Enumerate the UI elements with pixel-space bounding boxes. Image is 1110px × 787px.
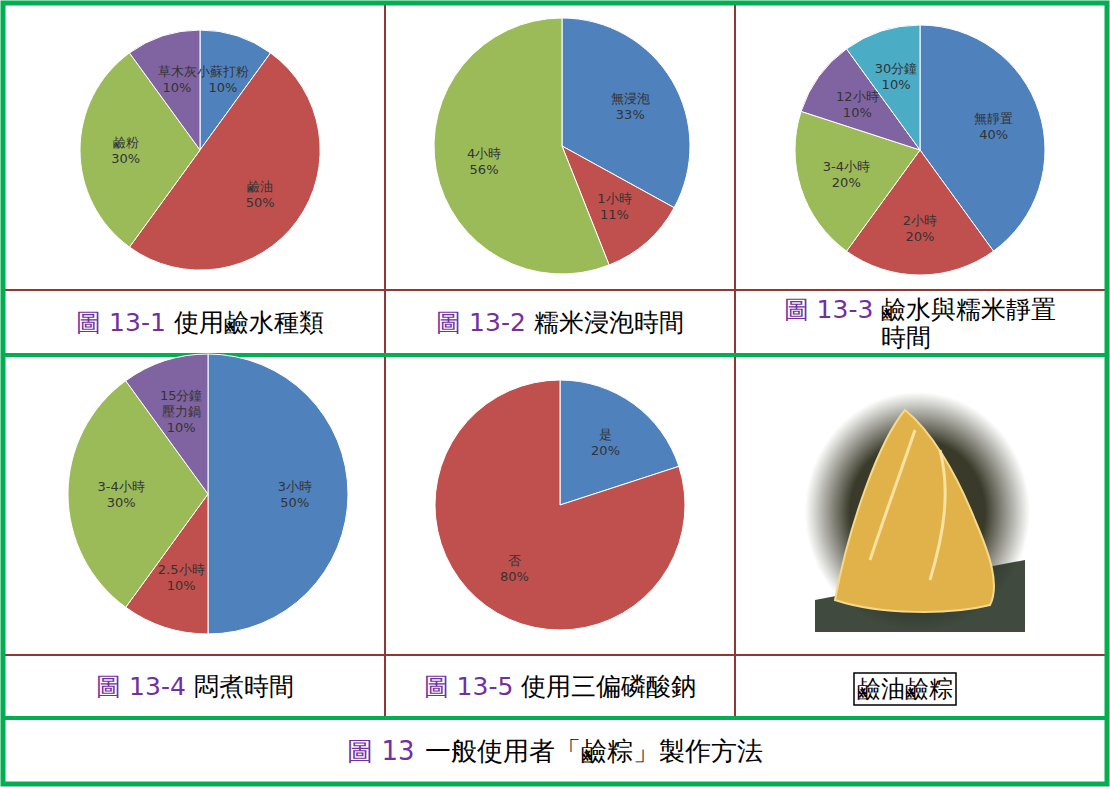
figure: 小蘇打粉10%鹼油50%鹼粉30%草木灰10%圖 13-1使用鹼水種類無浸泡33… — [0, 0, 1110, 787]
pie-chart: 是20% 否80% — [435, 380, 685, 630]
slice-label: 15分鐘壓力鍋 — [160, 388, 203, 419]
photo-caption: 鹼油鹼粽 — [857, 675, 953, 703]
caption-title-line: 時間 — [881, 323, 931, 352]
slice-label: 否 — [508, 553, 521, 568]
caption-title: 鹼水與糯米靜置 — [881, 295, 1056, 324]
caption-title: 悶煮時間 — [194, 672, 294, 701]
pie-slice — [68, 381, 208, 608]
pie-chart: 無靜置40%2小時20%3-4小時20%12小時10%30分鐘10% — [795, 25, 1045, 275]
caption-title: 使用鹼水種類 — [174, 308, 324, 337]
pie-slice — [208, 354, 348, 634]
figure-number: 圖 13-1 — [76, 308, 166, 337]
slice-label: 3小時 — [278, 479, 312, 494]
data-labels: 無浸泡33% 1小時11% 4小時56% — [467, 91, 650, 222]
pie-slice — [847, 25, 920, 150]
figure-number: 圖 13-3 — [784, 295, 874, 324]
slice-value: 80% — [500, 569, 529, 584]
slices — [80, 30, 320, 270]
slice-label: 4小時 — [467, 146, 501, 161]
photo-dumpling — [835, 410, 994, 612]
photo-highlight — [870, 430, 945, 580]
slices — [68, 354, 348, 634]
slice-label: 30分鐘 — [875, 61, 918, 76]
caption: 圖 13-5使用三偏磷酸鈉 — [424, 672, 697, 701]
cell-divider — [4, 289, 1106, 291]
pie-slice — [126, 354, 208, 494]
slice-value: 11% — [600, 207, 629, 222]
row-divider — [4, 716, 1106, 720]
figure-number: 圖 13-5 — [424, 672, 514, 701]
caption: 圖 13-3鹼水與糯米靜置 — [784, 295, 1057, 324]
slice-value: 20% — [906, 229, 935, 244]
cell-divider — [734, 4, 736, 718]
slice-value: 10% — [167, 578, 196, 593]
caption: 圖 13-1 使用鹼水種類 — [76, 308, 324, 337]
slice-value: 50% — [280, 495, 309, 510]
caption: 圖 13-2 糯米浸泡時間 — [436, 308, 684, 337]
pie-slice — [80, 53, 200, 247]
slice-label: 2.5小時 — [158, 562, 205, 577]
caption-title: 使用三偏磷酸鈉 — [521, 672, 696, 701]
pie-chart: 小蘇打粉10%鹼油50%鹼粉30%草木灰10% — [80, 30, 320, 270]
slice-value: 33% — [616, 107, 645, 122]
figure-caption: 圖 13 一般使用者「鹼粽」製作方法 — [347, 736, 762, 766]
pie-slice — [435, 380, 685, 630]
slice-label: 無靜置 — [974, 111, 1013, 126]
slice-value: 50% — [246, 195, 275, 210]
pie-chart: 3小時50%2.5小時10%3-4小時30%15分鐘壓力鍋10% — [68, 354, 348, 634]
slices — [434, 18, 690, 274]
slice-value: 30% — [111, 151, 140, 166]
pie-chart: 無浸泡33% 1小時11% 4小時56% — [434, 18, 690, 274]
figure-number: 圖 13-2 — [436, 308, 526, 337]
data-labels: 無靜置40%2小時20%3-4小時20%12小時10%30分鐘10% — [823, 61, 1014, 243]
slice-value: 20% — [832, 175, 861, 190]
slice-value: 30% — [107, 495, 136, 510]
slice-label: 是 — [599, 427, 612, 442]
figure-title: 一般使用者「鹼粽」製作方法 — [425, 736, 763, 766]
photo-caption-box — [854, 673, 956, 705]
slice-label: 1小時 — [597, 191, 631, 206]
slice-value: 56% — [470, 162, 499, 177]
slice-label: 小蘇打粉 — [197, 64, 249, 79]
cell-divider — [4, 654, 1106, 656]
slice-label: 2小時 — [903, 213, 937, 228]
photo-background — [805, 392, 1030, 632]
photo — [805, 392, 1030, 632]
slice-label: 鹼油 — [247, 179, 273, 194]
cell-divider — [384, 4, 386, 718]
slice-value: 40% — [979, 127, 1008, 142]
slice-label: 3-4小時 — [98, 479, 145, 494]
data-labels: 小蘇打粉10%鹼油50%鹼粉30%草木灰10% — [111, 64, 274, 209]
caption-title: 糯米浸泡時間 — [534, 308, 684, 337]
slice-value: 20% — [591, 443, 620, 458]
data-labels: 3小時50%2.5小時10%3-4小時30%15分鐘壓力鍋10% — [98, 388, 312, 592]
slice-value: 10% — [209, 80, 238, 95]
slices — [435, 380, 685, 630]
figure-number: 圖 13-4 — [96, 672, 186, 701]
slice-value: 10% — [843, 105, 872, 120]
slice-value: 10% — [163, 80, 192, 95]
slice-label: 12小時 — [836, 89, 879, 104]
data-labels: 是20% 否80% — [500, 427, 620, 583]
outer-border — [3, 3, 1107, 784]
frame — [3, 3, 1107, 784]
slice-label: 無浸泡 — [611, 91, 650, 106]
slice-label: 鹼粉 — [113, 135, 139, 150]
pie-slice — [129, 30, 200, 150]
slice-label: 草木灰 — [158, 64, 197, 79]
slice-value: 10% — [882, 77, 911, 92]
slices — [795, 25, 1045, 275]
caption: 圖 13-4 悶煮時間 — [96, 672, 294, 701]
slice-label: 3-4小時 — [823, 159, 870, 174]
slice-value: 10% — [167, 420, 196, 435]
figure-number: 圖 13 — [347, 736, 414, 766]
row-divider — [4, 353, 1106, 357]
pie-slice — [434, 18, 609, 274]
